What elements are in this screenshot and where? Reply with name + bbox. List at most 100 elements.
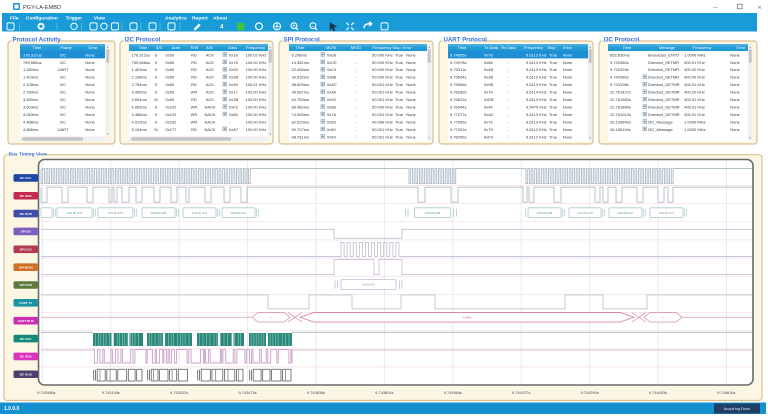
svg-text:None: None bbox=[406, 119, 416, 124]
svg-text:True: True bbox=[549, 82, 558, 87]
svg-text:9.74656s: 9.74656s bbox=[450, 52, 466, 57]
svg-text:None: None bbox=[730, 82, 740, 87]
svg-text:4: 4 bbox=[220, 25, 224, 31]
svg-text:ACK: ACK bbox=[206, 82, 215, 87]
svg-text:None: None bbox=[85, 97, 95, 102]
svg-text:x: x bbox=[270, 317, 272, 320]
svg-text:ACK: ACK bbox=[206, 90, 215, 95]
svg-text:None: None bbox=[406, 82, 416, 87]
svg-text:Sr: Sr bbox=[154, 97, 159, 102]
svg-text:-: - bbox=[355, 90, 357, 95]
svg-text:0x76: 0x76 bbox=[484, 119, 493, 124]
svg-text:-: - bbox=[355, 52, 357, 57]
svg-text:100.00 KHz: 100.00 KHz bbox=[246, 67, 267, 72]
svg-text:-: - bbox=[508, 82, 510, 87]
svg-text:1.403ms: 1.403ms bbox=[132, 67, 147, 72]
svg-text:I3C_Message: I3C_Message bbox=[648, 127, 673, 132]
svg-text:None: None bbox=[85, 119, 95, 124]
svg-text:14.381ms: 14.381ms bbox=[292, 60, 310, 65]
svg-text:None: None bbox=[406, 112, 416, 117]
svg-text:Addr: Addr bbox=[172, 45, 181, 50]
svg-text:1.280ms: 1.280ms bbox=[23, 67, 38, 72]
svg-text:Frequency: Frequency bbox=[524, 45, 543, 50]
svg-text:None: None bbox=[406, 75, 416, 80]
svg-text:None: None bbox=[406, 60, 416, 65]
svg-text:9.743801s: 9.743801s bbox=[375, 390, 393, 395]
svg-text:-: - bbox=[508, 97, 510, 102]
svg-text:-: - bbox=[355, 104, 357, 109]
svg-text:▼: ▼ bbox=[269, 132, 272, 136]
svg-text:0x50 RD 0x2B: 0x50 RD 0x2B bbox=[151, 212, 167, 215]
svg-text:9.6113 KHz: 9.6113 KHz bbox=[526, 82, 547, 87]
svg-text:-: - bbox=[508, 127, 510, 132]
svg-text:0x76: 0x76 bbox=[484, 52, 493, 57]
svg-text:I2C: I2C bbox=[60, 119, 66, 124]
svg-text:Trigger: Trigger bbox=[66, 15, 83, 21]
svg-text:9.74978s: 9.74978s bbox=[450, 60, 466, 65]
svg-text:R/W: R/W bbox=[191, 45, 199, 50]
svg-text:50.000 KHz: 50.000 KHz bbox=[372, 75, 393, 80]
svg-text:-: - bbox=[508, 90, 510, 95]
svg-text:WR: WR bbox=[191, 119, 198, 124]
svg-text:9.742080s: 9.742080s bbox=[610, 75, 629, 80]
svg-text:5.104ms: 5.104ms bbox=[132, 127, 147, 132]
svg-text:400.01 KHz: 400.01 KHz bbox=[684, 112, 705, 117]
svg-text:0x60: 0x60 bbox=[327, 127, 336, 132]
svg-text:-: - bbox=[508, 75, 510, 80]
svg-text:True: True bbox=[395, 52, 404, 57]
svg-text:True: True bbox=[549, 90, 558, 95]
svg-text:True: True bbox=[395, 97, 404, 102]
svg-text:True: True bbox=[549, 60, 558, 65]
svg-text:9.744290s: 9.744290s bbox=[581, 390, 599, 395]
svg-text:MOSI: MOSI bbox=[326, 45, 336, 50]
svg-text:ACK: ACK bbox=[206, 75, 215, 80]
svg-text:True: True bbox=[395, 119, 404, 124]
svg-text:About: About bbox=[213, 15, 227, 21]
svg-text:None: None bbox=[85, 52, 95, 57]
svg-text:-: - bbox=[355, 60, 357, 65]
svg-text:S: S bbox=[155, 75, 158, 80]
svg-text:▼: ▼ bbox=[428, 136, 431, 140]
svg-text:50.000 KHz: 50.000 KHz bbox=[372, 60, 393, 65]
svg-text:9.742033s: 9.742033s bbox=[610, 67, 629, 72]
svg-text:90.707ms: 90.707ms bbox=[292, 127, 310, 132]
svg-text:100.00 KHz: 100.00 KHz bbox=[246, 104, 267, 109]
svg-text:0x50: 0x50 bbox=[166, 60, 175, 65]
svg-text:0x50 RD 0xA7: 0x50 RD 0xA7 bbox=[659, 212, 675, 215]
svg-text:9.77599s: 9.77599s bbox=[450, 119, 466, 124]
svg-text:26.158119s: 26.158119s bbox=[610, 127, 631, 132]
svg-text:▼: ▼ bbox=[749, 136, 752, 140]
svg-text:-: - bbox=[508, 60, 510, 65]
svg-text:S: S bbox=[155, 112, 158, 117]
svg-text:x: x bbox=[662, 317, 664, 320]
svg-text:0x3B: 0x3B bbox=[484, 75, 493, 80]
svg-text:50.001 KHz: 50.001 KHz bbox=[372, 82, 393, 87]
svg-text:0xEB: 0xEB bbox=[484, 97, 494, 102]
svg-text:Directed_GETMR: Directed_GETMR bbox=[648, 112, 680, 117]
svg-text:9.743149s: 9.743149s bbox=[102, 390, 120, 395]
svg-text:I2C BUS: I2C BUS bbox=[20, 212, 32, 216]
svg-text:None: None bbox=[730, 67, 740, 72]
svg-text:True: True bbox=[395, 90, 404, 95]
svg-text:-: - bbox=[355, 67, 357, 72]
svg-text:0x50: 0x50 bbox=[166, 97, 175, 102]
svg-text:0x50: 0x50 bbox=[166, 90, 175, 95]
svg-text:Broadcast_ENTD: Broadcast_ENTD bbox=[648, 52, 679, 57]
svg-text:-: - bbox=[355, 75, 357, 80]
svg-text:0x9B06: 0x9B06 bbox=[462, 316, 472, 320]
svg-text:RD: RD bbox=[191, 75, 197, 80]
svg-text:0x18: 0x18 bbox=[229, 52, 238, 57]
svg-text:9.75311s: 9.75311s bbox=[450, 67, 466, 72]
svg-text:—: — bbox=[713, 5, 718, 11]
svg-text:0x88: 0x88 bbox=[327, 104, 336, 109]
svg-text:S: S bbox=[155, 52, 158, 57]
svg-text:9.743475s: 9.743475s bbox=[239, 390, 257, 395]
svg-text:0x39: 0x39 bbox=[229, 82, 238, 87]
svg-text:-: - bbox=[355, 112, 357, 117]
svg-text:22.761427s: 22.761427s bbox=[610, 90, 631, 95]
svg-text:I3C SCL: I3C SCL bbox=[20, 337, 32, 341]
svg-text:S: S bbox=[155, 67, 158, 72]
svg-text:Stop: Stop bbox=[547, 45, 556, 50]
svg-text:None: None bbox=[563, 75, 573, 80]
svg-text:9.6113 KHz: 9.6113 KHz bbox=[526, 67, 547, 72]
